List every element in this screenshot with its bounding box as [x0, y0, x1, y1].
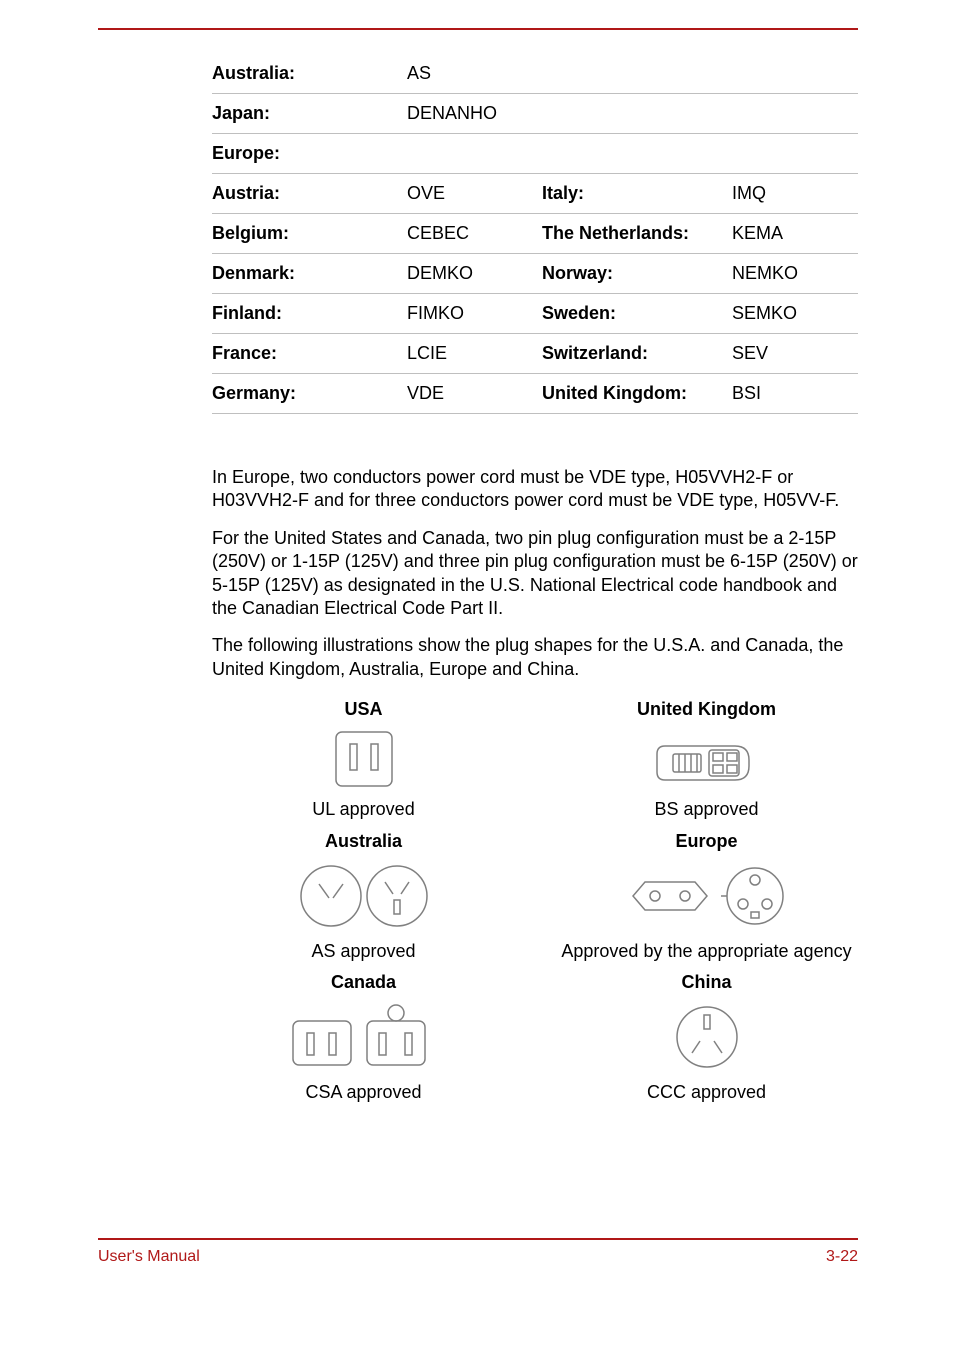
- plug-caption: AS approved: [212, 940, 515, 963]
- plug-cell-eu: Europe Approved by the appropriate: [555, 831, 858, 963]
- agency-code: NEMKO: [732, 254, 858, 294]
- agency-code: DENANHO: [407, 94, 542, 134]
- table-row: Australia:AS: [212, 54, 858, 94]
- page-footer: User's Manual 3-22: [98, 1238, 858, 1266]
- plug-uk-icon: [647, 724, 767, 794]
- table-row: Germany:VDEUnited Kingdom:BSI: [212, 374, 858, 414]
- agency-country: Finland:: [212, 294, 407, 334]
- plug-cell-uk: United Kingdom BS approved: [555, 699, 858, 821]
- footer-right: 3-22: [826, 1248, 858, 1266]
- agency-code: [732, 94, 858, 134]
- footer-rule: [98, 1238, 858, 1240]
- main-content: Australia:ASJapan:DENANHOEurope:Austria:…: [212, 54, 858, 1104]
- agency-table: Australia:ASJapan:DENANHOEurope:Austria:…: [212, 54, 858, 414]
- plug-title: United Kingdom: [555, 699, 858, 720]
- agency-country: Belgium:: [212, 214, 407, 254]
- agency-code: OVE: [407, 174, 542, 214]
- agency-country: Germany:: [212, 374, 407, 414]
- agency-country: Norway:: [542, 254, 732, 294]
- plug-usa-icon: [314, 724, 414, 794]
- table-row: France:LCIESwitzerland:SEV: [212, 334, 858, 374]
- agency-country: [542, 54, 732, 94]
- agency-code: AS: [407, 54, 542, 94]
- plug-caption: CCC approved: [555, 1081, 858, 1104]
- agency-code: [732, 134, 858, 174]
- plug-caption: UL approved: [212, 798, 515, 821]
- paragraph-3: The following illustrations show the plu…: [212, 634, 858, 681]
- agency-country: Japan:: [212, 94, 407, 134]
- plug-title: Europe: [555, 831, 858, 852]
- agency-country: Switzerland:: [542, 334, 732, 374]
- agency-country: [542, 134, 732, 174]
- table-row: Japan:DENANHO: [212, 94, 858, 134]
- agency-code: IMQ: [732, 174, 858, 214]
- agency-code: KEMA: [732, 214, 858, 254]
- table-row: Austria:OVEItaly:IMQ: [212, 174, 858, 214]
- plug-cell-aus: Australia AS approved: [212, 831, 515, 963]
- table-row: Denmark:DEMKONorway:NEMKO: [212, 254, 858, 294]
- plug-grid: USA UL approved United Kingdom: [212, 699, 858, 1104]
- agency-code: [732, 54, 858, 94]
- agency-code: VDE: [407, 374, 542, 414]
- agency-code: [407, 134, 542, 174]
- agency-code: CEBEC: [407, 214, 542, 254]
- agency-country: Italy:: [542, 174, 732, 214]
- paragraph-2: For the United States and Canada, two pi…: [212, 527, 858, 621]
- plug-title: Canada: [212, 972, 515, 993]
- agency-country: France:: [212, 334, 407, 374]
- paragraph-1: In Europe, two conductors power cord mus…: [212, 466, 858, 513]
- plug-caption: BS approved: [555, 798, 858, 821]
- body-paragraphs: In Europe, two conductors power cord mus…: [212, 466, 858, 681]
- agency-country: Denmark:: [212, 254, 407, 294]
- agency-country: United Kingdom:: [542, 374, 732, 414]
- agency-country: [542, 94, 732, 134]
- page-content: Australia:ASJapan:DENANHOEurope:Austria:…: [98, 28, 858, 1104]
- plug-cell-china: China CCC approved: [555, 972, 858, 1104]
- agency-code: SEV: [732, 334, 858, 374]
- plug-cell-usa: USA UL approved: [212, 699, 515, 821]
- agency-country: Australia:: [212, 54, 407, 94]
- plug-australia-icon: [289, 856, 439, 936]
- agency-country: Europe:: [212, 134, 407, 174]
- plug-europe-icon: [617, 856, 797, 936]
- footer-left: User's Manual: [98, 1248, 200, 1266]
- agency-code: FIMKO: [407, 294, 542, 334]
- table-row: Finland:FIMKOSweden:SEMKO: [212, 294, 858, 334]
- plug-cell-can: Canada CSA approved: [212, 972, 515, 1104]
- plug-title: China: [555, 972, 858, 993]
- agency-code: LCIE: [407, 334, 542, 374]
- agency-code: BSI: [732, 374, 858, 414]
- plug-title: Australia: [212, 831, 515, 852]
- agency-code: SEMKO: [732, 294, 858, 334]
- plug-caption: CSA approved: [212, 1081, 515, 1104]
- table-row: Belgium:CEBECThe Netherlands:KEMA: [212, 214, 858, 254]
- plug-caption: Approved by the appropriate agency: [555, 940, 858, 963]
- agency-country: Austria:: [212, 174, 407, 214]
- agency-country: The Netherlands:: [542, 214, 732, 254]
- agency-code: DEMKO: [407, 254, 542, 294]
- plug-china-icon: [662, 997, 752, 1077]
- agency-country: Sweden:: [542, 294, 732, 334]
- table-row: Europe:: [212, 134, 858, 174]
- top-rule: [98, 28, 858, 30]
- plug-title: USA: [212, 699, 515, 720]
- plug-canada-icon: [279, 997, 449, 1077]
